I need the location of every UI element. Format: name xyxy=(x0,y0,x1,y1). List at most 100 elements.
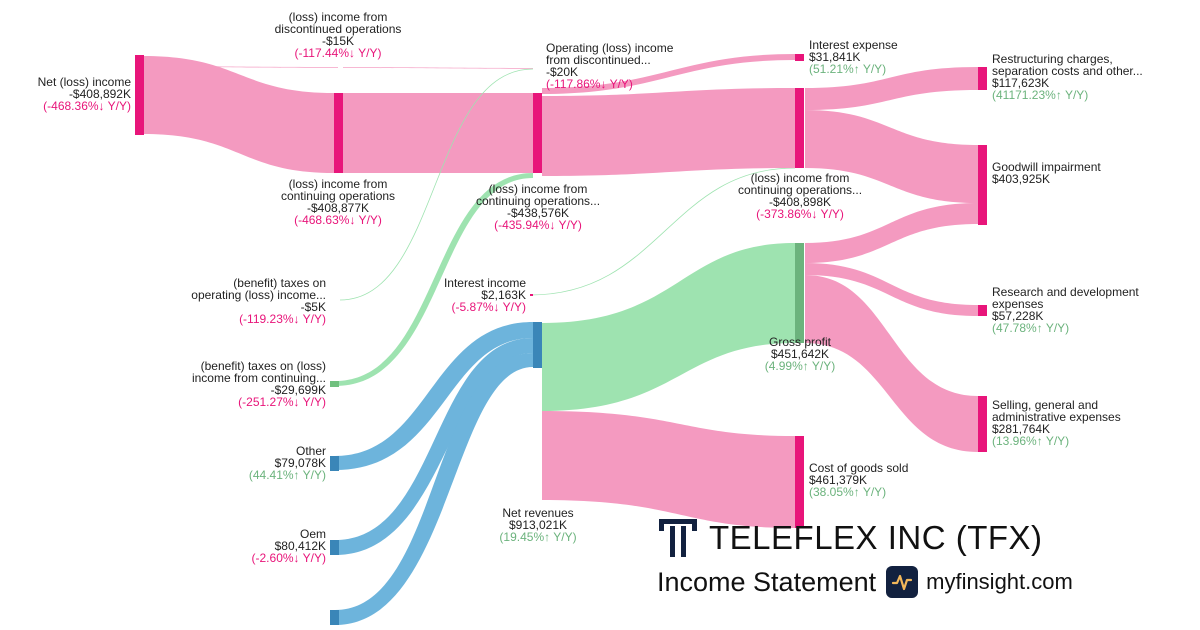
label-op-cont-name2: continuing operations... xyxy=(738,183,862,197)
flow-opdisc-to-disc xyxy=(343,67,533,69)
label-restructuring-value: $117,623K xyxy=(992,76,1049,90)
label-disc-ops-value: -$15K xyxy=(322,34,354,48)
node-restructuring xyxy=(978,67,987,90)
label-rnd-value: $57,228K xyxy=(992,309,1043,323)
flow-cont-to-net xyxy=(143,56,334,173)
statement-title: Income Statement xyxy=(657,566,877,597)
label-restructuring-change: (41171.23%↑ Y/Y) xyxy=(992,88,1088,102)
label-net-loss-name: Net (loss) income xyxy=(38,75,132,89)
node-other xyxy=(330,456,339,471)
flow-gross-to-netrev xyxy=(542,243,795,411)
label-cogs-change: (38.05%↑ Y/Y) xyxy=(809,485,886,499)
label-restructuring-name1: Restructuring charges, xyxy=(992,52,1113,66)
label-net-revenues-change: (19.45%↑ Y/Y) xyxy=(499,530,576,544)
label-disc-ops-name2: discontinued operations xyxy=(275,22,402,36)
label-goodwill-value: $403,925K xyxy=(992,172,1050,186)
label-op-cont-change: (-373.86%↓ Y/Y) xyxy=(756,207,844,221)
label-disc-ops-name1: (loss) income from xyxy=(289,10,388,24)
brand-block: TELEFLEX INC (TFX) Income Statement myfi… xyxy=(655,510,1195,625)
node-pretax-cont xyxy=(533,93,542,173)
brand-title-row: TELEFLEX INC (TFX) xyxy=(657,516,1043,560)
node-sga xyxy=(978,396,987,452)
label-sga-name2: administrative expenses xyxy=(992,410,1121,424)
node-net-loss xyxy=(135,55,144,135)
label-op-disc-name1: Operating (loss) income xyxy=(546,41,674,55)
label-tax-cont-name2: income from continuing... xyxy=(192,371,326,385)
label-other-name: Other xyxy=(296,444,326,458)
label-interest-expense-change: (51.21%↑ Y/Y) xyxy=(809,62,886,76)
flow-cogs-to-netrev xyxy=(542,411,795,528)
label-disc-ops-change: (-117.44%↓ Y/Y) xyxy=(295,46,382,60)
label-cont-ops-name2: continuing operations xyxy=(281,189,395,203)
flow-rnd-to-gross xyxy=(805,203,978,263)
label-pretax-change: (-435.94%↓ Y/Y) xyxy=(494,218,582,232)
label-rnd-change: (47.78%↑ Y/Y) xyxy=(992,321,1069,335)
company-title: TELEFLEX INC (TFX) xyxy=(709,519,1043,556)
label-tax-op-name1: (benefit) taxes on xyxy=(233,276,326,290)
label-rnd-name2: expenses xyxy=(992,297,1043,311)
node-oem xyxy=(330,540,339,555)
label-cont-ops-change: (-468.63%↓ Y/Y) xyxy=(294,213,382,227)
node-bars xyxy=(135,54,987,625)
label-tax-op-change: (-119.23%↓ Y/Y) xyxy=(239,312,326,326)
label-net-revenues-value: $913,021K xyxy=(509,518,567,532)
node-interest-income xyxy=(530,294,533,296)
label-oem-value: $80,412K xyxy=(275,539,326,553)
label-pretax-value: -$438,576K xyxy=(507,206,569,220)
label-interest-expense-value: $31,841K xyxy=(809,50,860,64)
label-op-cont-name1: (loss) income from xyxy=(751,171,850,185)
flow-taxop-to-opdisc xyxy=(339,68,534,301)
node-tax-cont xyxy=(330,381,339,387)
label-net-loss-change: (-468.36%↓ Y/Y) xyxy=(43,99,131,113)
label-sga-name1: Selling, general and xyxy=(992,398,1098,412)
label-gross-profit-value: $451,642K xyxy=(771,347,829,361)
label-rnd-name1: Research and development xyxy=(992,285,1139,299)
label-sga-change: (13.96%↑ Y/Y) xyxy=(992,434,1069,448)
node-rnd xyxy=(978,305,987,316)
label-op-disc-name2: from discontinued... xyxy=(546,53,651,67)
flow-taxcont-to-pretax xyxy=(335,173,533,386)
label-interest-expense-name: Interest expense xyxy=(809,38,898,52)
label-net-revenues-name: Net revenues xyxy=(502,506,573,520)
label-gross-profit-change: (4.99%↑ Y/Y) xyxy=(765,359,835,373)
label-restructuring-name2: separation costs and other... xyxy=(992,64,1143,78)
label-interest-income-value: $2,163K xyxy=(481,288,526,302)
label-cont-ops-value: -$408,877K xyxy=(307,201,369,215)
label-interest-income-change: (-5.87%↓ Y/Y) xyxy=(452,300,526,314)
label-other-value: $79,078K xyxy=(275,456,326,470)
flow-netrev-to-other xyxy=(335,322,533,470)
node-goodwill xyxy=(978,145,987,225)
label-op-disc-change: (-117.86%↓ Y/Y) xyxy=(546,77,633,91)
label-oem-name: Oem xyxy=(300,527,326,541)
teleflex-logo-icon xyxy=(659,519,697,557)
flow-goodwill-to-opcont xyxy=(805,110,978,203)
label-pretax-name2: continuing operations... xyxy=(476,194,600,208)
label-tax-op-name2: operating (loss) income... xyxy=(191,288,326,302)
label-cogs-value: $461,379K xyxy=(809,473,867,487)
flow-sga-to-gross xyxy=(805,275,978,452)
label-net-loss-value: -$408,892K xyxy=(69,87,131,101)
flow-opcont-to-pretax xyxy=(542,88,795,176)
node-net-revenues xyxy=(533,322,542,368)
label-tax-cont-name1: (benefit) taxes on (loss) xyxy=(201,359,326,373)
flow-netrev-to-segment xyxy=(335,353,533,625)
label-interest-income-name: Interest income xyxy=(444,276,526,290)
node-segment xyxy=(330,610,339,625)
flow-rnd2-to-gross xyxy=(805,263,978,316)
site-name: myfinsight.com xyxy=(926,569,1073,594)
node-gross-profit xyxy=(795,243,804,343)
myfinsight-logo-icon xyxy=(886,566,919,598)
label-tax-cont-change: (-251.27%↓ Y/Y) xyxy=(238,395,326,409)
flow-pretax-to-cont xyxy=(343,93,533,173)
label-tax-op-value: -$5K xyxy=(301,300,326,314)
flows xyxy=(143,54,978,625)
label-cogs-name: Cost of goods sold xyxy=(809,461,908,475)
node-cogs xyxy=(795,436,804,528)
label-oem-change: (-2.60%↓ Y/Y) xyxy=(252,551,326,565)
label-gross-profit-name: Gross profit xyxy=(769,335,832,349)
label-goodwill-name: Goodwill impairment xyxy=(992,160,1101,174)
node-cont-ops xyxy=(334,93,343,173)
label-pretax-name1: (loss) income from xyxy=(489,182,588,196)
node-op-cont xyxy=(795,88,804,168)
